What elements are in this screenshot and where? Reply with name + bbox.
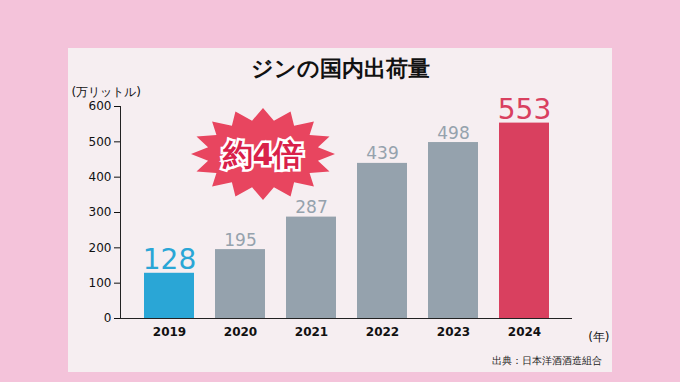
svg-text:553: 553 — [498, 93, 551, 126]
svg-text:2021: 2021 — [295, 325, 328, 339]
svg-text:2020: 2020 — [224, 325, 257, 339]
svg-text:195: 195 — [224, 230, 256, 250]
svg-text:0: 0 — [104, 311, 112, 325]
svg-text:500: 500 — [89, 135, 112, 149]
svg-text:2022: 2022 — [366, 325, 399, 339]
html-text:ジンの国内出荷量: ジンの国内出荷量 — [250, 56, 430, 81]
svg-text:400: 400 — [89, 170, 112, 184]
svg-text:(万リットル): (万リットル) — [72, 85, 141, 99]
svg-text:439: 439 — [366, 143, 398, 163]
svg-text:2024: 2024 — [508, 325, 541, 339]
svg-text:100: 100 — [89, 276, 112, 290]
html-text:出典：日本洋酒酒造組合: 出典：日本洋酒酒造組合 — [492, 355, 602, 366]
svg-text:2019: 2019 — [153, 325, 186, 339]
svg-text:600: 600 — [89, 99, 112, 113]
svg-text:200: 200 — [89, 241, 112, 255]
svg-text:2023: 2023 — [437, 325, 470, 339]
svg-text:約4倍: 約4倍 — [222, 137, 304, 172]
svg-text:300: 300 — [89, 205, 112, 219]
svg-text:128: 128 — [143, 243, 196, 276]
svg-text:287: 287 — [295, 197, 327, 217]
svg-text:498: 498 — [437, 123, 469, 143]
svg-text:(年): (年) — [588, 330, 609, 344]
